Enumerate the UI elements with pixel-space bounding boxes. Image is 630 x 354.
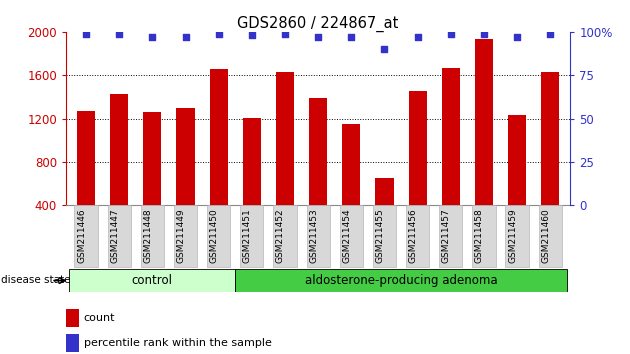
Text: GSM211451: GSM211451	[243, 209, 252, 263]
Bar	[541, 72, 559, 249]
FancyBboxPatch shape	[307, 205, 329, 267]
FancyBboxPatch shape	[69, 269, 235, 292]
FancyBboxPatch shape	[74, 205, 98, 267]
Text: GSM211449: GSM211449	[176, 209, 185, 263]
Text: GSM211452: GSM211452	[276, 209, 285, 263]
FancyBboxPatch shape	[235, 269, 567, 292]
Point	[247, 33, 257, 38]
FancyBboxPatch shape	[406, 205, 429, 267]
Point	[479, 31, 489, 36]
Bar	[210, 69, 228, 249]
Text: GSM211453: GSM211453	[309, 209, 318, 263]
Bar	[342, 124, 360, 249]
Title: GDS2860 / 224867_at: GDS2860 / 224867_at	[238, 16, 399, 32]
Point	[413, 34, 423, 40]
Text: aldosterone-producing adenoma: aldosterone-producing adenoma	[305, 274, 497, 287]
Point	[512, 34, 522, 40]
Point	[313, 34, 323, 40]
Text: GSM211457: GSM211457	[442, 209, 451, 263]
Point	[114, 31, 124, 36]
Point	[379, 46, 389, 52]
Bar	[66, 334, 79, 352]
FancyBboxPatch shape	[539, 205, 562, 267]
Bar	[309, 98, 327, 249]
Point	[545, 31, 555, 36]
Bar	[110, 94, 129, 249]
Bar	[375, 178, 394, 249]
Text: control: control	[132, 274, 173, 287]
Point	[81, 31, 91, 36]
Text: GSM211455: GSM211455	[375, 209, 384, 263]
Bar	[66, 309, 79, 327]
Text: disease state: disease state	[1, 275, 70, 285]
Text: percentile rank within the sample: percentile rank within the sample	[84, 338, 272, 348]
Text: GSM211454: GSM211454	[342, 209, 352, 263]
Bar	[176, 108, 195, 249]
FancyBboxPatch shape	[505, 205, 529, 267]
Bar	[276, 72, 294, 249]
Bar	[442, 68, 460, 249]
Text: GSM211450: GSM211450	[210, 209, 219, 263]
Text: GSM211446: GSM211446	[77, 209, 86, 263]
Point	[280, 31, 290, 36]
Point	[180, 34, 190, 40]
Text: GSM211458: GSM211458	[475, 209, 484, 263]
Point	[446, 31, 456, 36]
FancyBboxPatch shape	[174, 205, 197, 267]
Text: GSM211456: GSM211456	[409, 209, 418, 263]
Point	[346, 34, 357, 40]
Point	[214, 31, 224, 36]
FancyBboxPatch shape	[140, 205, 164, 267]
FancyBboxPatch shape	[340, 205, 363, 267]
Bar	[508, 115, 526, 249]
FancyBboxPatch shape	[472, 205, 496, 267]
FancyBboxPatch shape	[273, 205, 297, 267]
FancyBboxPatch shape	[373, 205, 396, 267]
FancyBboxPatch shape	[108, 205, 131, 267]
Bar	[143, 112, 161, 249]
Text: GSM211447: GSM211447	[110, 209, 119, 263]
FancyBboxPatch shape	[240, 205, 263, 267]
FancyBboxPatch shape	[439, 205, 462, 267]
Text: GSM211448: GSM211448	[144, 209, 152, 263]
Point	[147, 34, 158, 40]
Bar	[243, 118, 261, 249]
Text: count: count	[84, 313, 115, 323]
Bar	[77, 111, 95, 249]
Text: GSM211459: GSM211459	[508, 209, 517, 263]
Bar	[408, 91, 427, 249]
Bar	[475, 39, 493, 249]
FancyBboxPatch shape	[207, 205, 231, 267]
Text: GSM211460: GSM211460	[541, 209, 550, 263]
